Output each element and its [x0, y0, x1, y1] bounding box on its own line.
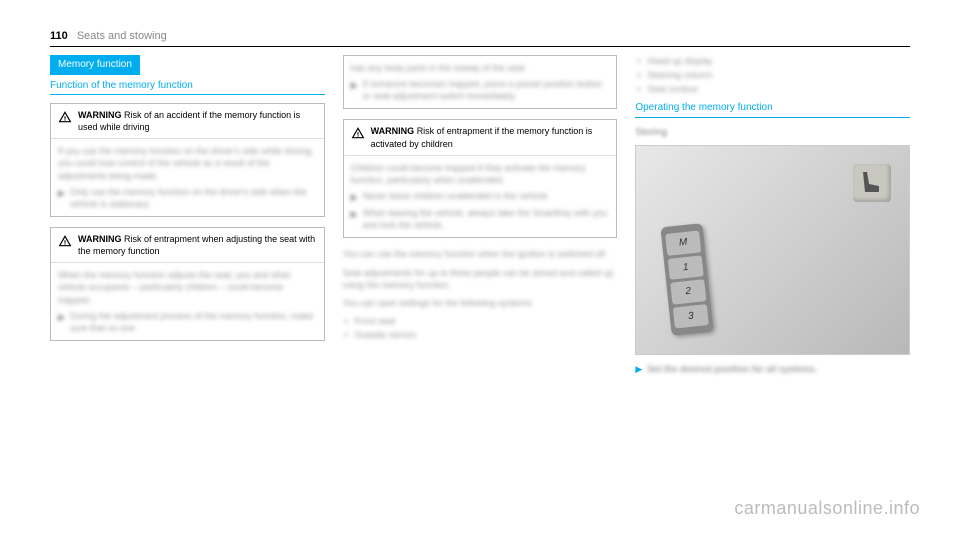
list-item: Steering column — [635, 69, 910, 81]
warning-label: WARNING — [78, 234, 122, 244]
list-item: Head-up display — [635, 55, 910, 67]
action-row: ▶ When leaving the vehicle, always take … — [351, 207, 610, 231]
continuation-box: has any body parts in the sweep of the s… — [343, 55, 618, 109]
page-title: Seats and stowing — [77, 30, 167, 42]
warning-title: WARNING Risk of entrapment if the memory… — [371, 125, 610, 149]
memory-button-1: 1 — [668, 255, 704, 280]
warning-box-2: WARNING Risk of entrapment when adjustin… — [50, 227, 325, 341]
warning-header: WARNING Risk of entrapment if the memory… — [344, 120, 617, 155]
warning-header: WARNING Risk of entrapment when adjustin… — [51, 228, 324, 263]
caption-text: Set the desired position for all systems… — [647, 363, 817, 375]
warning-box-1: WARNING Risk of an accident if the memor… — [50, 103, 325, 217]
warning-header: WARNING Risk of an accident if the memor… — [51, 104, 324, 139]
warning-title: WARNING Risk of an accident if the memor… — [78, 109, 317, 133]
column-2: has any body parts in the sweep of the s… — [343, 55, 618, 376]
paragraph: You can use the memory function when the… — [343, 248, 618, 260]
action-text: If someone becomes trapped, press a pres… — [363, 78, 610, 102]
column-3: Head-up display Steering column Seat con… — [635, 55, 910, 376]
bullet-list: Front seat Outside mirrors — [343, 315, 618, 341]
warning-icon — [351, 126, 365, 140]
memory-button-panel: M 1 2 3 — [661, 224, 714, 337]
action-arrow-icon: ▶ — [58, 311, 65, 323]
memory-button-3: 3 — [673, 304, 709, 329]
action-arrow-icon: ▶ — [351, 191, 358, 203]
warning-title: WARNING Risk of entrapment when adjustin… — [78, 233, 317, 257]
continuation-text: has any body parts in the sweep of the s… — [351, 62, 610, 74]
warning-label: WARNING — [78, 110, 122, 120]
section-subheading: Operating the memory function — [635, 101, 910, 118]
content-columns: Memory function Function of the memory f… — [50, 55, 910, 376]
page-header: 110 Seats and stowing — [50, 30, 910, 47]
seat-icon — [853, 164, 891, 202]
action-row: ▶ During the adjustment process of the m… — [58, 310, 317, 334]
warning-body: When the memory function adjusts the sea… — [51, 263, 324, 340]
section-tab: Memory function — [50, 55, 140, 75]
warning-body: If you use the memory function on the dr… — [51, 139, 324, 216]
story-label: Storing — [635, 126, 910, 140]
warning-body-text: Children could become trapped if they ac… — [351, 162, 610, 186]
warning-icon — [58, 110, 72, 124]
action-arrow-icon: ▶ — [351, 208, 358, 220]
action-arrow-icon: ▶ — [635, 363, 642, 375]
list-item: Outside mirrors — [343, 329, 618, 341]
action-text: Never leave children unattended in the v… — [363, 190, 550, 202]
warning-body-text: If you use the memory function on the dr… — [58, 145, 317, 181]
action-text: When leaving the vehicle, always take th… — [363, 207, 610, 231]
section-subheading: Function of the memory function — [50, 79, 325, 96]
warning-icon — [58, 234, 72, 248]
action-text: During the adjustment process of the mem… — [70, 310, 317, 334]
action-row: ▶ Never leave children unattended in the… — [351, 190, 610, 203]
figure-caption: ▶ Set the desired position for all syste… — [635, 363, 910, 375]
warning-box-3: WARNING Risk of entrapment if the memory… — [343, 119, 618, 238]
list-item: Front seat — [343, 315, 618, 327]
warning-body-text: When the memory function adjusts the sea… — [58, 269, 317, 305]
list-item: Seat contour — [635, 83, 910, 95]
warning-label: WARNING — [371, 126, 415, 136]
column-1: Memory function Function of the memory f… — [50, 55, 325, 376]
action-row: ▶ If someone becomes trapped, press a pr… — [351, 78, 610, 102]
figure-memory-panel: M 1 2 3 — [635, 145, 910, 355]
warning-body: has any body parts in the sweep of the s… — [344, 56, 617, 108]
watermark: carmanualsonline.info — [734, 498, 920, 519]
warning-body: Children could become trapped if they ac… — [344, 156, 617, 238]
memory-button-m: M — [665, 231, 701, 256]
action-row: ▶ Only use the memory function on the dr… — [58, 186, 317, 210]
paragraph: Seat adjustments for up to three people … — [343, 267, 618, 291]
page-number: 110 — [50, 30, 68, 42]
action-arrow-icon: ▶ — [351, 79, 358, 91]
memory-button-2: 2 — [671, 280, 707, 305]
paragraph: You can save settings for the following … — [343, 297, 618, 309]
action-arrow-icon: ▶ — [58, 187, 65, 199]
action-text: Only use the memory function on the driv… — [70, 186, 317, 210]
bullet-list: Head-up display Steering column Seat con… — [635, 55, 910, 95]
